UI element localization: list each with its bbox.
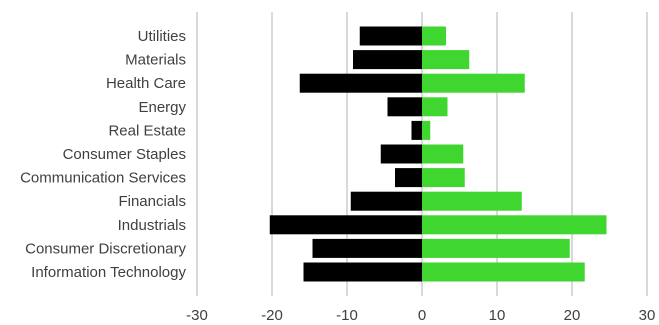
- bars: [269, 26, 607, 282]
- bar-negative-industrials: [269, 215, 422, 235]
- category-label: Consumer Staples: [63, 146, 186, 163]
- bar-positive-health-care: [422, 73, 525, 93]
- category-label: Financials: [118, 193, 186, 210]
- bar-positive-communication-services: [422, 168, 465, 188]
- category-label: Real Estate: [108, 122, 186, 139]
- bar-negative-communication-services: [395, 168, 422, 188]
- bar-positive-consumer-staples: [422, 144, 464, 164]
- bar-positive-energy: [422, 97, 448, 117]
- category-label: Industrials: [118, 217, 186, 234]
- bar-positive-materials: [422, 50, 470, 70]
- x-tick-label: 10: [489, 307, 506, 324]
- x-tick-label: -30: [186, 307, 208, 324]
- bar-positive-industrials: [422, 215, 607, 235]
- category-label: Information Technology: [31, 264, 186, 281]
- bar-negative-consumer-staples: [380, 144, 422, 164]
- category-label: Consumer Discretionary: [25, 240, 186, 257]
- x-tick-labels: -30 -20 -10 0 10 20 30: [186, 307, 655, 324]
- bar-positive-financials: [422, 191, 522, 211]
- bar-negative-materials: [353, 50, 422, 70]
- bar-negative-energy: [387, 97, 422, 117]
- category-label: Utilities: [138, 28, 186, 45]
- bar-negative-information-technology: [303, 262, 422, 282]
- bar-negative-real-estate: [411, 120, 422, 140]
- bar-negative-financials: [350, 191, 422, 211]
- bar-negative-consumer-discretionary: [312, 238, 422, 258]
- category-label: Materials: [125, 52, 186, 69]
- x-tick-label: -10: [336, 307, 358, 324]
- x-tick-label: 0: [418, 307, 426, 324]
- x-tick-label: 30: [639, 307, 656, 324]
- x-tick-label: -20: [261, 307, 283, 324]
- bar-positive-real-estate: [422, 120, 431, 140]
- x-tick-label: 20: [564, 307, 581, 324]
- category-label: Energy: [138, 99, 186, 116]
- bar-positive-consumer-discretionary: [422, 238, 570, 258]
- bar-positive-utilities: [422, 26, 446, 46]
- category-labels: Utilities Materials Health Care Energy Real …: [20, 28, 186, 281]
- bar-negative-utilities: [359, 26, 422, 46]
- category-label: Communication Services: [20, 170, 186, 187]
- category-label: Health Care: [106, 75, 186, 92]
- bar-positive-information-technology: [422, 262, 585, 282]
- bar-negative-health-care: [299, 73, 422, 93]
